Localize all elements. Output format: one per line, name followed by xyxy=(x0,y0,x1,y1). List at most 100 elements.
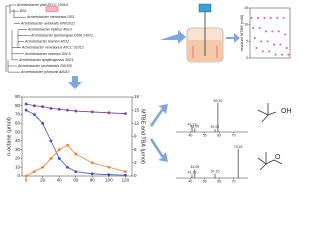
data-point xyxy=(33,113,36,116)
y2-tick-label: 18 xyxy=(134,94,140,99)
x-tick-label: 120 xyxy=(122,178,130,183)
data-point xyxy=(24,174,28,178)
y-tick-label: 60 xyxy=(15,121,21,126)
y-tick-label: 50 xyxy=(15,129,21,134)
x-tick-label: 50 xyxy=(203,133,207,137)
x-tick-label: 60 xyxy=(73,178,79,183)
peak-label: 57.10 xyxy=(211,170,220,174)
x-tick-label: 60 xyxy=(217,179,221,183)
tree-label: Acinetobacter towneri 4D12 xyxy=(24,40,69,44)
data-point xyxy=(24,108,28,112)
tree-label: Acinetobacter venetianus ATCC 31012 xyxy=(21,46,84,50)
y-tick-label: 30 xyxy=(15,147,21,152)
tree-branches xyxy=(5,4,19,72)
data-point xyxy=(41,121,45,125)
data-point xyxy=(107,165,111,169)
y2-tick-label: 12 xyxy=(134,121,140,126)
y-tick-label: 20 xyxy=(15,156,21,161)
x-tick-label: 60 xyxy=(217,133,221,137)
data-point xyxy=(276,17,279,19)
y2-tick-label: 6 xyxy=(134,147,137,152)
data-point xyxy=(273,43,275,46)
y-tick-label: 10 xyxy=(244,23,248,27)
data-point xyxy=(24,102,28,106)
data-point xyxy=(66,143,69,147)
y-tick-label: 80 xyxy=(15,103,21,108)
plot-frame xyxy=(249,7,291,59)
data-point xyxy=(123,173,127,177)
data-point xyxy=(57,148,61,152)
arrows xyxy=(68,30,240,162)
y-tick-label: 70 xyxy=(15,112,21,117)
x-tick-label: 50 xyxy=(203,179,207,183)
y2-tick-label: 9 xyxy=(134,134,137,139)
data-point xyxy=(49,107,53,110)
data-point xyxy=(255,47,258,49)
y-axis-title: residual MTBE (mM) xyxy=(239,14,244,51)
tree-label: Acinetobacter indicus 4N13 xyxy=(27,27,72,31)
x-tick-label: 80 xyxy=(90,178,96,183)
data-point xyxy=(74,109,78,113)
y2-tick-label: 15 xyxy=(134,107,140,112)
data-point xyxy=(252,27,255,29)
x-tick-label: 0 xyxy=(25,178,28,183)
molecule-bonds xyxy=(257,103,283,171)
data-point xyxy=(284,33,287,36)
data-point xyxy=(250,17,253,19)
series-line xyxy=(25,144,126,177)
tree-label: Acinetobacter seohaensis SW100 xyxy=(17,64,72,68)
data-point xyxy=(66,108,69,112)
y2-axis-title: MTBE and TBA (μmol) xyxy=(140,109,146,164)
series-line xyxy=(25,109,126,176)
peak-label: 41.13 xyxy=(188,123,197,127)
y-tick-label: 40 xyxy=(15,138,21,143)
data-point xyxy=(274,53,277,56)
peak-label: 43.09 xyxy=(190,124,199,128)
y2-tick-label: 3 xyxy=(134,160,137,165)
x-tick-label: 100 xyxy=(105,178,113,183)
data-point xyxy=(282,17,285,19)
data-point xyxy=(107,173,111,177)
y-tick-label: 15 xyxy=(244,6,248,10)
data-point xyxy=(279,43,282,46)
peak-label: 43.09 xyxy=(190,165,199,169)
data-point xyxy=(281,53,283,56)
tree-label: Acinetobacter marinus SW-5 xyxy=(24,52,71,56)
data-point xyxy=(285,47,288,49)
x-tick-label: 20 xyxy=(40,178,46,183)
peak-label: 41.10 xyxy=(188,170,197,174)
x-tick-label: 70 xyxy=(232,179,236,183)
y-axis-title: n-octane (μmol) xyxy=(6,117,12,156)
x-tick-label: 40 xyxy=(188,133,192,137)
x-tick-label: 40 xyxy=(188,179,192,183)
bioreactor xyxy=(186,3,224,63)
y-tick-label: 10 xyxy=(15,164,21,169)
data-point xyxy=(57,157,61,160)
y-tick-label: 0 xyxy=(17,173,20,178)
data-point xyxy=(49,157,53,160)
data-point xyxy=(269,17,272,19)
data-point xyxy=(265,30,267,33)
tree-label: Acinetobacter oleivorans DR1 xyxy=(26,15,75,19)
data-point xyxy=(33,104,36,108)
data-point xyxy=(263,17,266,19)
data-point xyxy=(49,139,53,143)
tree-label: Acinetobacter qingfengensis 2B21 xyxy=(18,58,74,62)
abstract: OH O Acinetobacter pittii ATCC 19004 BS1 A… xyxy=(5,3,292,183)
data-point xyxy=(90,161,94,165)
data-point xyxy=(287,53,290,56)
highlight-box xyxy=(45,6,59,12)
x-tick-label: 40 xyxy=(57,178,63,183)
data-point xyxy=(41,165,45,169)
data-point xyxy=(123,170,127,174)
data-point xyxy=(57,107,61,111)
data-point xyxy=(277,30,280,33)
y2-tick-label: 0 xyxy=(134,173,137,178)
data-point xyxy=(257,17,259,19)
data-point xyxy=(253,37,256,39)
data-point xyxy=(41,105,45,109)
tree-label: BS1 xyxy=(20,9,27,13)
x-tick-label: 70 xyxy=(232,133,236,137)
tree-label: Acinetobacter tjernbergiae DSM 14971 xyxy=(30,33,93,37)
y-tick-label: 5 xyxy=(246,39,248,43)
